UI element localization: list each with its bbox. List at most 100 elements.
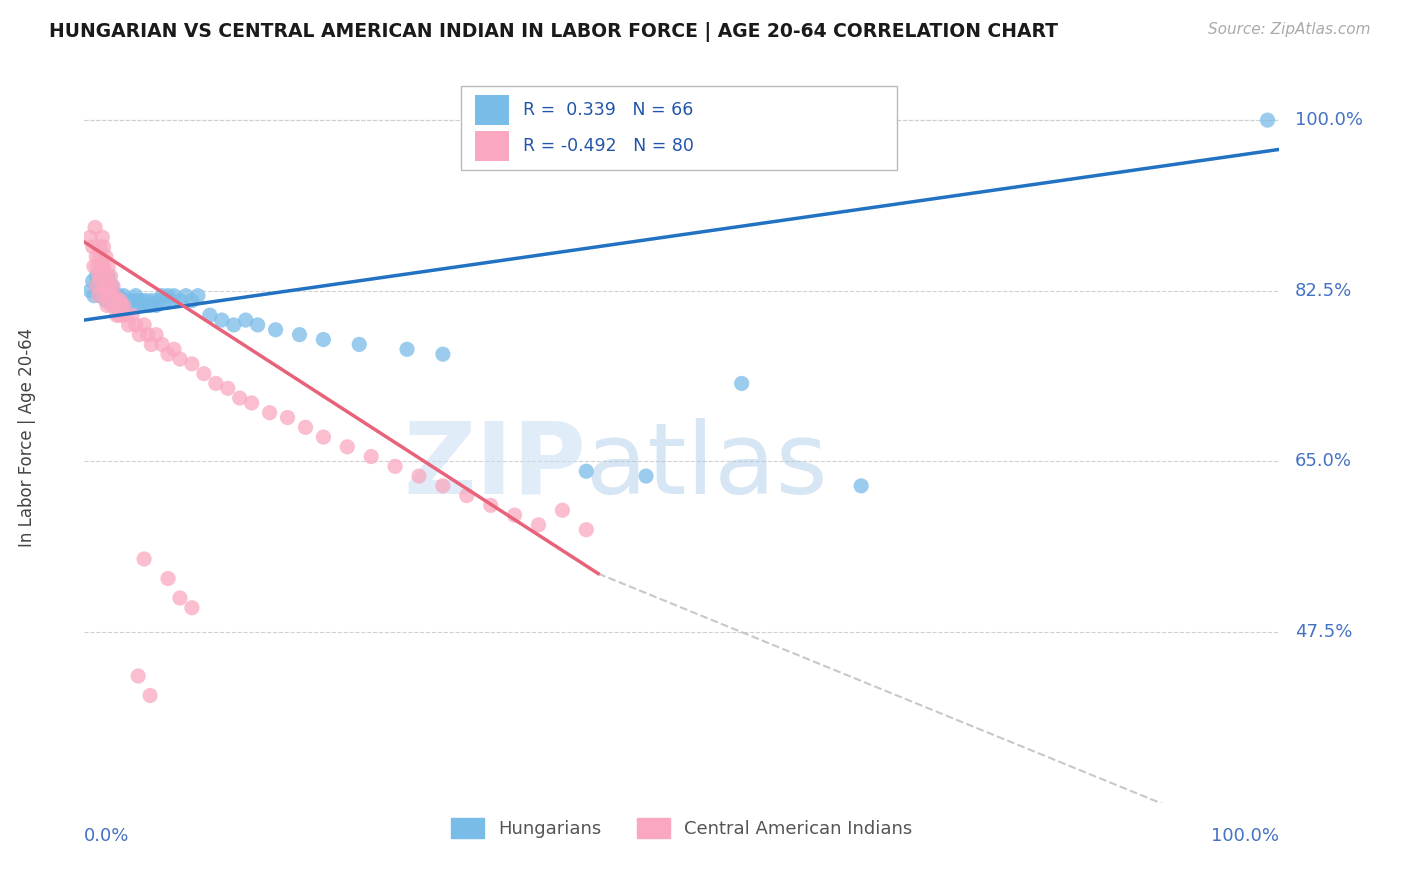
Point: [107, 293, 129, 308]
Point: [98, 288, 121, 302]
Text: 47.5%: 47.5%: [1295, 624, 1353, 641]
Point: [128, 327, 150, 342]
Point: [94, 293, 117, 308]
Point: [110, 298, 132, 312]
Point: [132, 298, 156, 312]
Point: [169, 591, 191, 605]
Point: [108, 308, 131, 322]
Point: [93, 260, 115, 274]
Point: [89, 250, 111, 264]
Text: 65.0%: 65.0%: [1295, 452, 1353, 470]
Point: [111, 308, 134, 322]
Point: [121, 298, 143, 312]
Point: [527, 517, 550, 532]
Point: [131, 293, 153, 308]
Point: [360, 450, 382, 464]
Point: [432, 479, 454, 493]
Point: [82, 240, 104, 254]
Point: [169, 352, 191, 367]
Point: [222, 318, 245, 332]
Point: [108, 288, 131, 302]
Point: [503, 508, 526, 522]
Point: [97, 279, 120, 293]
Point: [103, 288, 125, 302]
Point: [93, 284, 115, 298]
Point: [135, 293, 157, 308]
Point: [118, 293, 141, 308]
Point: [731, 376, 754, 391]
Point: [229, 391, 252, 405]
Point: [349, 337, 371, 351]
Text: 82.5%: 82.5%: [1295, 282, 1353, 300]
Point: [117, 318, 139, 332]
Point: [105, 308, 128, 322]
Point: [103, 293, 125, 308]
Point: [181, 600, 204, 615]
Point: [100, 269, 122, 284]
Point: [104, 288, 127, 302]
Point: [312, 430, 335, 444]
Point: [101, 288, 124, 302]
Text: R =  0.339   N = 66: R = 0.339 N = 66: [523, 101, 693, 120]
Point: [294, 420, 316, 434]
Point: [112, 298, 135, 312]
Point: [128, 298, 150, 312]
Point: [312, 333, 335, 347]
Point: [110, 298, 132, 312]
Point: [98, 288, 121, 302]
Point: [91, 230, 114, 244]
Point: [91, 279, 114, 293]
Point: [93, 269, 115, 284]
Point: [479, 499, 502, 513]
Point: [110, 293, 132, 308]
Point: [115, 308, 138, 322]
Point: [86, 279, 108, 293]
Point: [101, 293, 124, 308]
Point: [96, 279, 118, 293]
Point: [148, 293, 170, 308]
Point: [155, 293, 177, 308]
Point: [82, 274, 104, 288]
Point: [264, 323, 287, 337]
Point: [100, 293, 122, 308]
Text: 100.0%: 100.0%: [1295, 112, 1362, 129]
Text: In Labor Force | Age 20-64: In Labor Force | Age 20-64: [18, 327, 37, 547]
Point: [163, 288, 186, 302]
Point: [115, 293, 138, 308]
Point: [396, 343, 419, 357]
Point: [636, 469, 658, 483]
Point: [104, 298, 127, 312]
Point: [575, 464, 598, 478]
Point: [193, 367, 215, 381]
Point: [336, 440, 359, 454]
Point: [127, 293, 149, 308]
Point: [94, 250, 117, 264]
Text: Source: ZipAtlas.com: Source: ZipAtlas.com: [1208, 22, 1371, 37]
Point: [288, 327, 311, 342]
Point: [139, 298, 162, 312]
Point: [91, 269, 114, 284]
Point: [84, 220, 107, 235]
Point: [132, 552, 156, 566]
Point: [163, 343, 186, 357]
Point: [91, 279, 114, 293]
Point: [157, 347, 180, 361]
Point: [87, 288, 110, 302]
Point: [101, 279, 124, 293]
Point: [139, 689, 162, 703]
Point: [277, 410, 299, 425]
Point: [132, 318, 156, 332]
Point: [141, 293, 163, 308]
Point: [122, 293, 145, 308]
Point: [97, 284, 120, 298]
Point: [87, 269, 110, 284]
Point: [181, 293, 204, 308]
Point: [93, 240, 115, 254]
Point: [408, 469, 430, 483]
Point: [93, 288, 115, 302]
Point: [169, 293, 191, 308]
Point: [86, 269, 108, 284]
Point: [83, 288, 105, 302]
Point: [217, 381, 239, 395]
Point: [150, 337, 173, 351]
